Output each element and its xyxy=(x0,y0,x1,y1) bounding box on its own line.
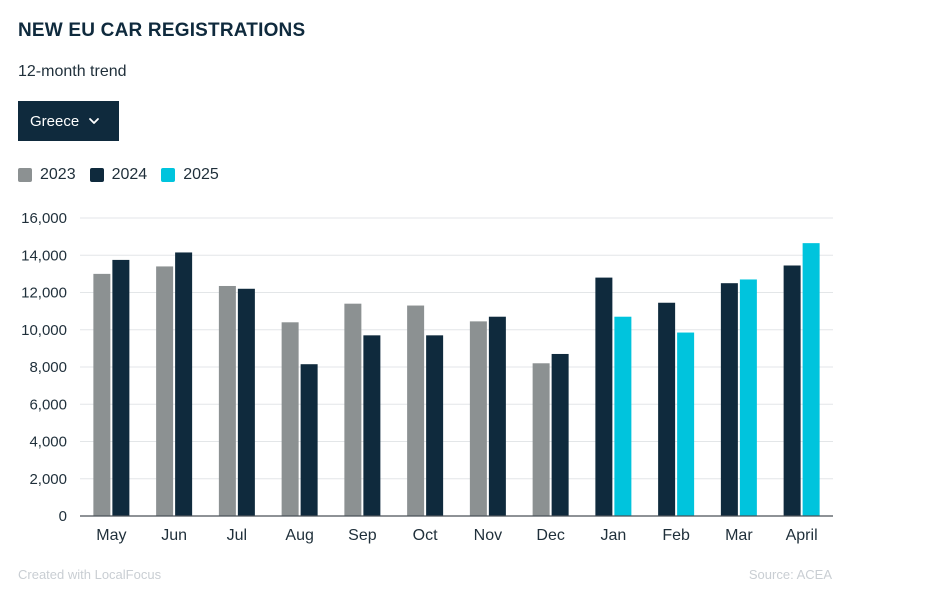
bar-2025-mar[interactable] xyxy=(739,279,757,516)
legend-item-2023: 2023 xyxy=(18,166,76,184)
bar-2023-oct[interactable] xyxy=(407,305,425,516)
bar-2024-sep[interactable] xyxy=(363,335,381,516)
bar-2023-jul[interactable] xyxy=(218,285,236,516)
y-tick-label: 8,000 xyxy=(29,359,67,376)
legend-item-2024: 2024 xyxy=(89,166,148,184)
y-tick-label: 6,000 xyxy=(29,396,67,413)
gridlines xyxy=(80,217,833,480)
x-tick-label: Mar xyxy=(725,527,753,544)
bar-2024-april[interactable] xyxy=(783,265,801,516)
bar-2023-nov[interactable] xyxy=(469,321,487,516)
legend-label-2025: 2025 xyxy=(183,166,219,183)
bar-2024-mar[interactable] xyxy=(720,283,738,516)
chart-subtitle: 12-month trend xyxy=(18,63,127,80)
bar-2025-jan[interactable] xyxy=(614,316,632,516)
legend-label-2024: 2024 xyxy=(111,166,148,183)
bar-2025-feb[interactable] xyxy=(677,332,695,516)
credit-text: Created with LocalFocus xyxy=(18,567,162,582)
x-tick-label: Jan xyxy=(600,527,626,544)
x-tick-label: May xyxy=(96,527,126,544)
bar-2024-jan[interactable] xyxy=(595,277,613,516)
legend-label-2023: 2023 xyxy=(40,166,76,183)
x-tick-label: Aug xyxy=(285,527,313,544)
y-tick-label: 14,000 xyxy=(21,247,67,264)
y-tick-label: 10,000 xyxy=(21,322,67,339)
bar-2024-may[interactable] xyxy=(112,259,130,516)
x-tick-label: Nov xyxy=(474,527,502,544)
bar-2024-nov[interactable] xyxy=(488,316,506,516)
bar-2024-jul[interactable] xyxy=(237,288,255,516)
bars xyxy=(93,243,820,517)
legend-item-2025: 2025 xyxy=(161,166,219,184)
y-axis: 0 2,000 4,000 6,000 8,000 10,000 12,000 14,000 1… xyxy=(21,210,833,525)
bar-2024-dec[interactable] xyxy=(551,353,569,516)
chart-legend: 2023 2024 2025 xyxy=(18,166,233,184)
bar-2023-aug[interactable] xyxy=(281,322,299,516)
legend-swatch-2023 xyxy=(18,168,32,182)
x-tick-label: April xyxy=(786,527,818,544)
bar-2023-sep[interactable] xyxy=(344,303,362,516)
x-tick-label: Feb xyxy=(662,527,690,544)
y-tick-label: 12,000 xyxy=(21,285,67,302)
chart-title: NEW EU CAR REGISTRATIONS xyxy=(18,20,306,41)
legend-swatch-2025 xyxy=(161,168,176,182)
source-text: Source: ACEA xyxy=(748,567,832,582)
y-tick-label: 4,000 xyxy=(29,434,67,451)
y-tick-label: 2,000 xyxy=(29,471,67,488)
bar-2023-dec[interactable] xyxy=(532,363,550,516)
bar-2024-oct[interactable] xyxy=(426,335,444,516)
bar-2025-april[interactable] xyxy=(802,243,820,517)
bar-2024-jun[interactable] xyxy=(175,252,193,517)
y-tick-label: 16,000 xyxy=(21,210,67,227)
chevron-down-icon xyxy=(89,118,100,124)
x-tick-label: Oct xyxy=(413,527,438,544)
x-tick-label: Jul xyxy=(227,527,247,544)
x-tick-label: Dec xyxy=(536,527,564,544)
country-dropdown[interactable]: Greece xyxy=(18,101,119,141)
legend-swatch-2024 xyxy=(89,168,104,182)
bar-2023-jun[interactable] xyxy=(156,266,174,516)
country-dropdown-label: Greece xyxy=(30,112,80,130)
bar-2023-may[interactable] xyxy=(93,273,111,516)
x-axis: May Jun Jul Aug Sep Oct Nov Dec Jan Feb Mar April xyxy=(96,527,817,544)
y-tick-label: 0 xyxy=(59,508,67,525)
x-tick-label: Sep xyxy=(348,527,377,544)
bar-2024-aug[interactable] xyxy=(300,364,318,516)
x-tick-label: Jun xyxy=(161,527,187,544)
bar-2024-feb[interactable] xyxy=(658,302,676,516)
